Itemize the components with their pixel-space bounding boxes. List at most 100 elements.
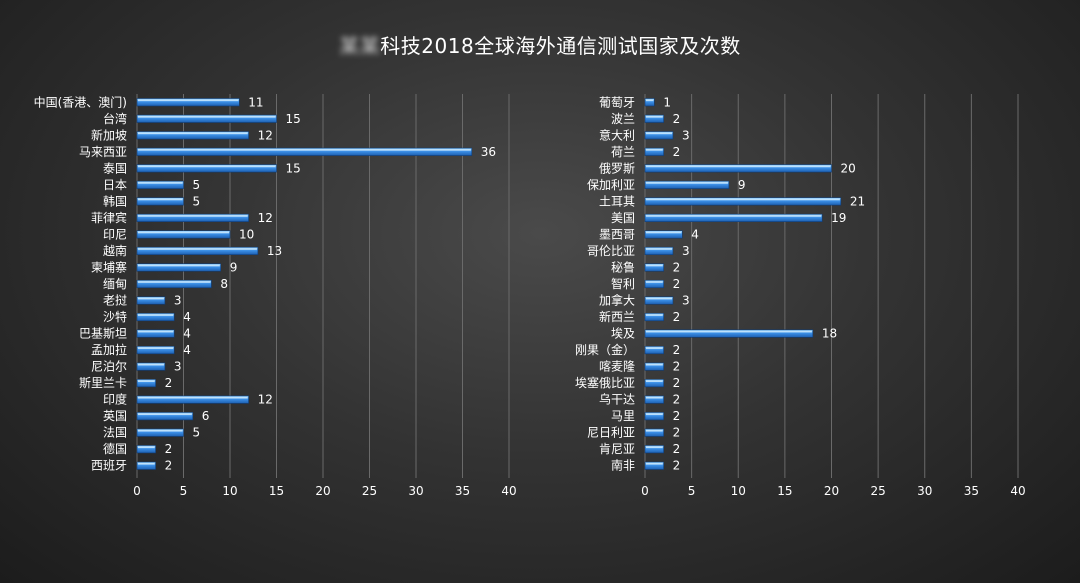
category-label: 台湾 (103, 111, 127, 126)
category-label: 秘鲁 (611, 260, 635, 274)
data-label: 2 (673, 260, 681, 274)
data-label: 2 (673, 112, 681, 126)
data-label: 18 (822, 327, 837, 341)
bar-highlight (138, 462, 155, 465)
bar (136, 147, 473, 156)
category-label: 巴基斯坦 (79, 327, 127, 341)
category-label: 老挝 (103, 294, 127, 308)
category-label: 西班牙 (91, 459, 127, 473)
bar-highlight (138, 132, 248, 135)
bar-highlight (646, 297, 672, 300)
bar-highlight (138, 396, 248, 399)
x-tick-label: 20 (315, 484, 330, 498)
x-tick-label: 30 (917, 484, 932, 498)
data-label: 2 (673, 277, 681, 291)
bar (136, 230, 231, 239)
x-tick-label: 35 (455, 484, 470, 498)
bar (136, 164, 277, 173)
x-tick-label: 10 (222, 484, 237, 498)
data-label: 2 (673, 393, 681, 407)
bar-highlight (646, 248, 672, 250)
category-label: 埃塞俄比亚 (575, 375, 635, 390)
category-label: 孟加拉 (91, 342, 127, 357)
bar-highlight (646, 198, 840, 201)
bar (136, 445, 156, 454)
bar-highlight (138, 413, 192, 416)
category-label: 缅甸 (103, 277, 127, 291)
bar-highlight (646, 231, 682, 234)
x-tick-label: 25 (362, 484, 377, 498)
bar-highlight (138, 182, 183, 184)
data-label: 3 (174, 360, 182, 374)
title-brand-blurred: 某某 (339, 34, 381, 58)
bar (644, 346, 664, 355)
bar (136, 263, 221, 272)
category-label: 印尼 (103, 227, 127, 241)
bar-highlight (646, 347, 663, 349)
bar-highlight (646, 281, 663, 283)
data-label: 2 (673, 376, 681, 390)
category-label: 墨西哥 (599, 227, 635, 241)
data-label: 5 (193, 426, 201, 440)
data-label: 5 (193, 194, 201, 208)
category-label: 哥伦比亚 (587, 243, 635, 258)
bar (136, 379, 156, 388)
x-tick-label: 40 (1010, 484, 1025, 498)
bar (644, 180, 730, 189)
x-tick-label: 0 (641, 484, 649, 498)
data-label: 11 (248, 95, 263, 109)
bar-highlight (138, 297, 164, 300)
bar (644, 445, 664, 454)
bar (644, 395, 664, 404)
category-label: 葡萄牙 (599, 95, 635, 109)
bar (136, 412, 194, 421)
data-label: 13 (267, 244, 282, 258)
data-label: 9 (230, 260, 238, 274)
bar (644, 461, 664, 470)
x-tick-label: 5 (688, 484, 696, 498)
category-label: 新西兰 (599, 309, 635, 324)
data-label: 19 (831, 211, 846, 225)
bar (644, 230, 683, 239)
data-label: 6 (202, 409, 210, 423)
category-label: 菲律宾 (91, 210, 127, 225)
data-label: 2 (673, 442, 681, 456)
data-label: 10 (239, 227, 254, 241)
bar-highlight (646, 116, 663, 118)
bar (136, 461, 156, 470)
data-label: 9 (738, 178, 746, 192)
bar (136, 114, 277, 123)
category-label: 越南 (103, 243, 127, 258)
bar-highlight (138, 198, 183, 201)
bar (644, 213, 823, 222)
data-label: 2 (673, 145, 681, 159)
bar-highlight (646, 446, 663, 449)
bar-highlight (646, 363, 663, 366)
category-label: 英国 (103, 409, 127, 423)
bar-highlight (138, 281, 211, 283)
category-label: 马里 (611, 409, 635, 423)
category-label: 波兰 (611, 112, 635, 126)
bar-highlight (138, 264, 220, 267)
bar (136, 131, 249, 140)
bar (644, 312, 664, 322)
category-label: 加拿大 (599, 293, 635, 308)
bar-highlight (646, 396, 663, 399)
category-label: 保加利亚 (587, 178, 635, 192)
bar (136, 428, 184, 437)
bar-highlight (138, 248, 257, 250)
bar (136, 98, 240, 107)
category-label: 法国 (103, 426, 127, 440)
bar-highlight (646, 132, 672, 135)
bar (136, 180, 184, 189)
bar-highlight (138, 429, 183, 432)
bar (136, 197, 184, 206)
data-label: 3 (682, 294, 690, 308)
data-label: 3 (174, 294, 182, 308)
category-label: 沙特 (103, 309, 127, 324)
bar-highlight (646, 330, 812, 333)
bar-highlight (138, 215, 248, 217)
bar-highlight (646, 165, 831, 168)
data-label: 2 (673, 310, 681, 324)
x-tick-label: 15 (777, 484, 792, 498)
